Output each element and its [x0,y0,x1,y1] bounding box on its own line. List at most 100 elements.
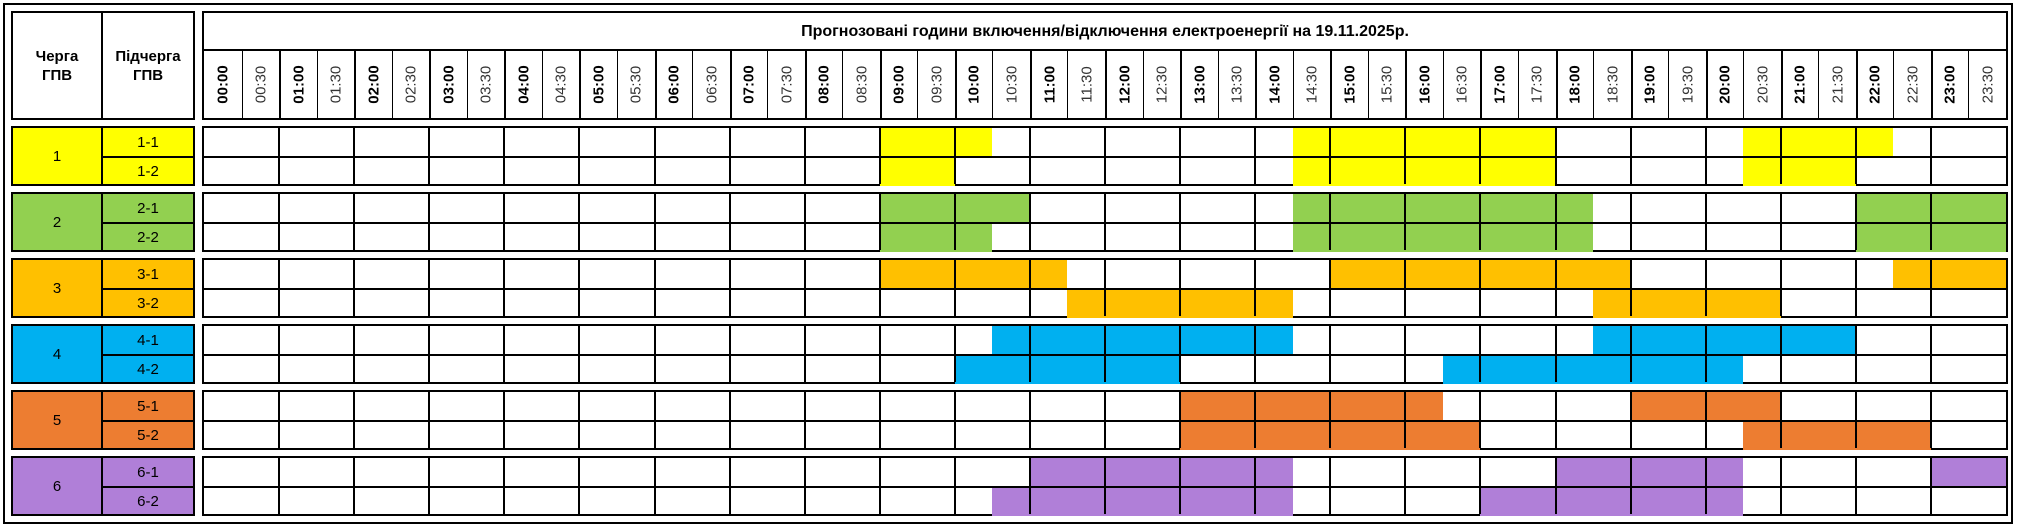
time-slot-label: 12:00 [1116,65,1134,104]
hour-gridline [428,194,431,250]
hour-gridline [803,260,806,316]
hour-gridline [1479,128,1482,184]
time-slot-label: 01:30 [327,65,345,104]
hour-gridline [1929,392,1932,448]
hour-gridline [1779,260,1782,316]
hour-gridline [1779,194,1782,250]
hour-gridline [653,326,656,382]
time-slot-header: 22:00 [1855,51,1894,118]
queue-group-timeline [202,390,2008,450]
time-slot-label: 07:00 [740,65,758,104]
hour-gridline [803,458,806,514]
hour-gridline [1554,260,1557,316]
hour-gridline [428,392,431,448]
hour-gridline [353,326,356,382]
subqueue-cell: 6-2 [101,486,195,516]
time-slot-label: 16:30 [1453,65,1471,104]
hour-gridline [428,458,431,514]
hour-gridline [1329,260,1332,316]
hour-gridline [878,326,881,382]
hour-gridline [1929,260,1932,316]
hour-gridline [653,260,656,316]
subqueue-cell: 2-2 [101,222,195,252]
hour-gridline [1179,260,1182,316]
hour-gridline [878,392,881,448]
outage-period [1593,290,1781,318]
time-slot-label: 03:00 [440,65,458,104]
hour-gridline [1329,128,1332,184]
time-slot-header: 15:00 [1330,51,1368,118]
time-slot-label: 23:30 [1979,65,1997,104]
time-slot-label: 07:30 [777,65,795,104]
time-slot-label: 02:00 [365,65,383,104]
time-slot-header: 03:30 [466,51,505,118]
queue-group-timeline [202,126,2008,186]
queue-group-cell: 5 [11,390,103,450]
outage-period [1292,158,1556,186]
time-slot-label: 19:00 [1641,65,1659,104]
hour-gridline [503,458,506,514]
time-slot-header: 23:30 [1968,51,2006,118]
subqueue-column-header-label: Підчерга ГПВ [115,47,181,84]
time-slot-label: 14:00 [1266,65,1284,104]
hour-gridline [1179,194,1182,250]
time-slot-label: 12:30 [1153,65,1171,104]
time-slot-label: 10:30 [1003,65,1021,104]
hour-gridline [1404,194,1407,250]
outage-period [879,158,955,186]
hour-gridline [1854,260,1857,316]
queue-group-label: 2 [52,213,62,231]
subqueue-label: 1-1 [137,133,159,151]
hour-gridline [1104,392,1106,448]
hour-gridline [1254,194,1257,250]
queue-group-label: 3 [52,279,62,297]
time-slot-header: 13:30 [1217,51,1256,118]
hour-gridline [953,128,956,184]
time-slot-label: 02:30 [402,65,420,104]
time-slot-header: 15:30 [1367,51,1406,118]
hour-gridline [1779,326,1782,382]
time-slot-label: 22:00 [1867,65,1885,104]
hour-gridline [803,194,806,250]
hour-gridline [653,392,656,448]
hour-gridline [1028,458,1031,514]
time-slot-header: 00:30 [241,51,280,118]
hour-gridline [503,260,506,316]
time-slot-header: 23:00 [1930,51,1969,118]
time-slot-header: 05:30 [616,51,655,118]
subqueue-cell: 1-2 [101,156,195,186]
queue-group-timeline [202,258,2008,318]
queue-group-cell: 4 [11,324,103,384]
hour-gridline [728,128,731,184]
hour-gridline [1404,128,1407,184]
queue-group-label: 4 [52,345,62,363]
hour-gridline [278,260,281,316]
hour-gridline [803,392,806,448]
outage-period [1292,194,1594,222]
hour-gridline [1854,128,1857,184]
time-slot-label: 21:00 [1792,65,1810,104]
hour-gridline [953,194,956,250]
time-slot-header: 16:00 [1405,51,1443,118]
hour-gridline [1254,128,1257,184]
hour-gridline [1704,128,1707,184]
time-slot-header: 12:30 [1142,51,1181,118]
hour-gridline [653,128,656,184]
subqueue-cell: 4-1 [101,324,195,356]
subqueue-cell: 3-2 [101,288,195,318]
hour-gridline [1104,128,1106,184]
hour-gridline [503,392,506,448]
hour-gridline [1028,260,1031,316]
time-slot-label: 06:00 [665,65,683,104]
time-slot-label: 10:00 [966,65,984,104]
outage-period [879,224,993,252]
subqueue-label: 3-1 [137,265,159,283]
time-slot-header: 19:00 [1630,51,1669,118]
hour-gridline [953,458,956,514]
hour-gridline [1254,326,1257,382]
hour-gridline [1104,326,1106,382]
time-slot-header: 09:00 [879,51,918,118]
queue-group-cell: 2 [11,192,103,252]
subqueue-cell: 4-2 [101,354,195,384]
time-slot-label: 15:30 [1378,65,1396,104]
